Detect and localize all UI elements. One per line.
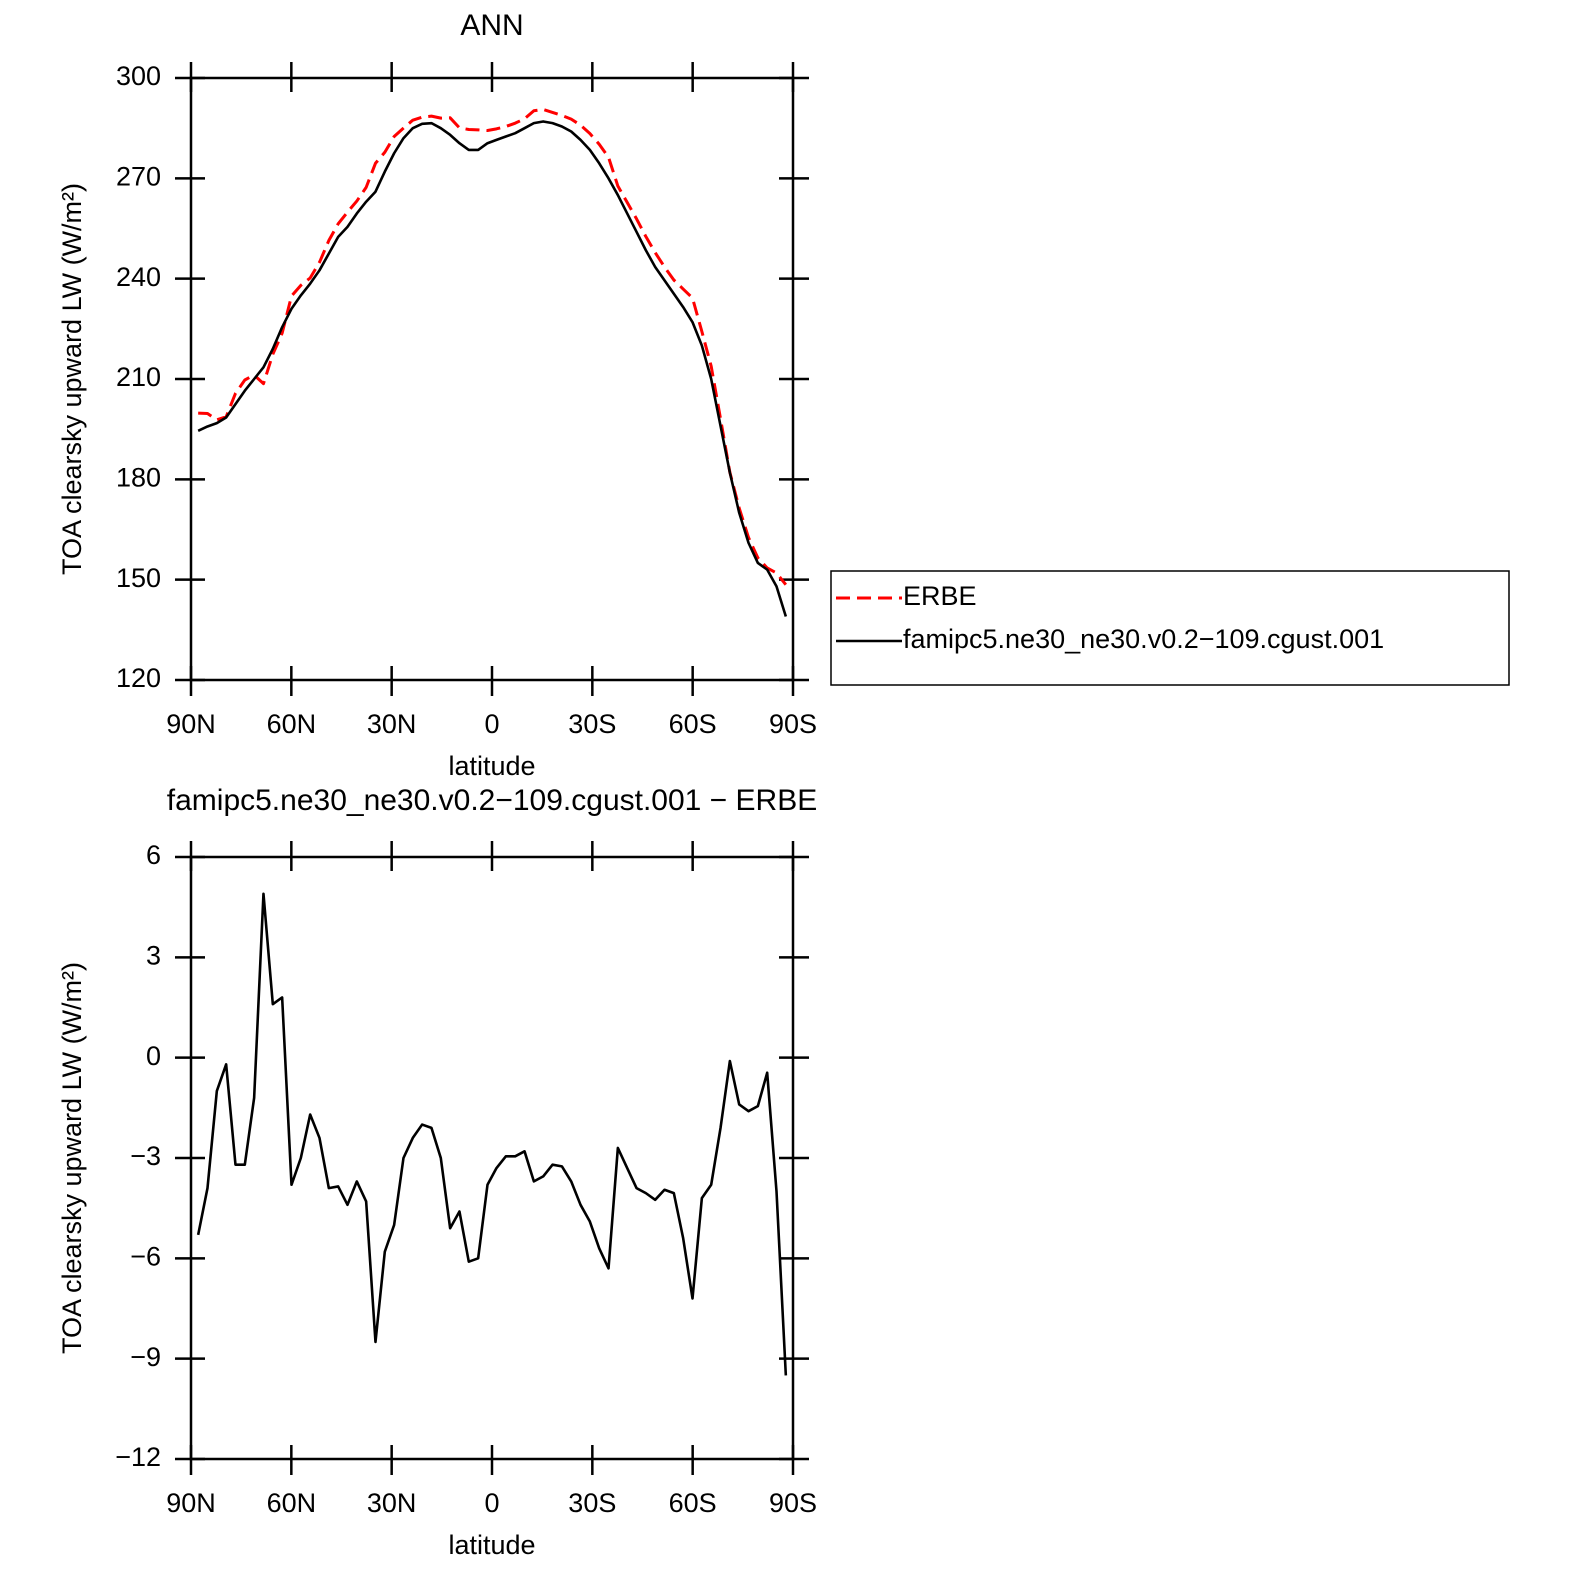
y-tick-label: 240 xyxy=(116,262,161,292)
plot-frame xyxy=(189,855,795,1461)
x-tick-label: 90S xyxy=(769,1488,817,1518)
x-tick-label: 30N xyxy=(367,1488,417,1518)
chart-title: famipc5.ne30_ne30.v0.2−109.cgust.001 − E… xyxy=(167,784,817,817)
x-tick-label: 90S xyxy=(769,709,817,739)
x-tick-label: 90N xyxy=(166,1488,216,1518)
x-tick-label: 30S xyxy=(568,709,616,739)
y-tick-label: 120 xyxy=(116,663,161,693)
x-axis-label: latitude xyxy=(448,751,535,781)
y-tick-label: 150 xyxy=(116,563,161,593)
y-tick-label: 3 xyxy=(146,940,161,970)
x-tick-label: 30S xyxy=(568,1488,616,1518)
x-tick-label: 90N xyxy=(166,709,216,739)
y-tick-label: 300 xyxy=(116,61,161,91)
series-line xyxy=(198,107,788,586)
y-tick-label: −9 xyxy=(130,1342,161,1372)
legend-label: ERBE xyxy=(903,581,977,611)
x-tick-label: 60S xyxy=(669,709,717,739)
x-tick-label: 0 xyxy=(484,709,499,739)
series-line xyxy=(197,120,788,617)
x-tick-label: 60N xyxy=(267,1488,317,1518)
x-tick-label: 0 xyxy=(484,1488,499,1518)
chart-title: ANN xyxy=(460,9,523,42)
x-tick-label: 30N xyxy=(367,709,417,739)
y-tick-label: 270 xyxy=(116,161,161,191)
plot-frame xyxy=(189,76,795,682)
y-tick-label: −3 xyxy=(130,1141,161,1171)
y-tick-label: −6 xyxy=(130,1241,161,1271)
x-tick-label: 60S xyxy=(669,1488,717,1518)
y-axis-label: TOA clearsky upward LW (W/m²) xyxy=(57,962,87,1354)
y-tick-label: 210 xyxy=(116,362,161,392)
x-axis-label: latitude xyxy=(448,1530,535,1560)
y-tick-label: 180 xyxy=(116,462,161,492)
x-tick-label: 60N xyxy=(267,709,317,739)
series-line xyxy=(196,892,788,1376)
y-tick-label: 0 xyxy=(146,1041,161,1071)
y-tick-label: 6 xyxy=(146,840,161,870)
legend-box xyxy=(830,570,1510,686)
y-axis-label: TOA clearsky upward LW (W/m²) xyxy=(57,183,87,575)
legend-label: famipc5.ne30_ne30.v0.2−109.cgust.001 xyxy=(903,624,1384,654)
y-tick-label: −12 xyxy=(115,1442,161,1472)
